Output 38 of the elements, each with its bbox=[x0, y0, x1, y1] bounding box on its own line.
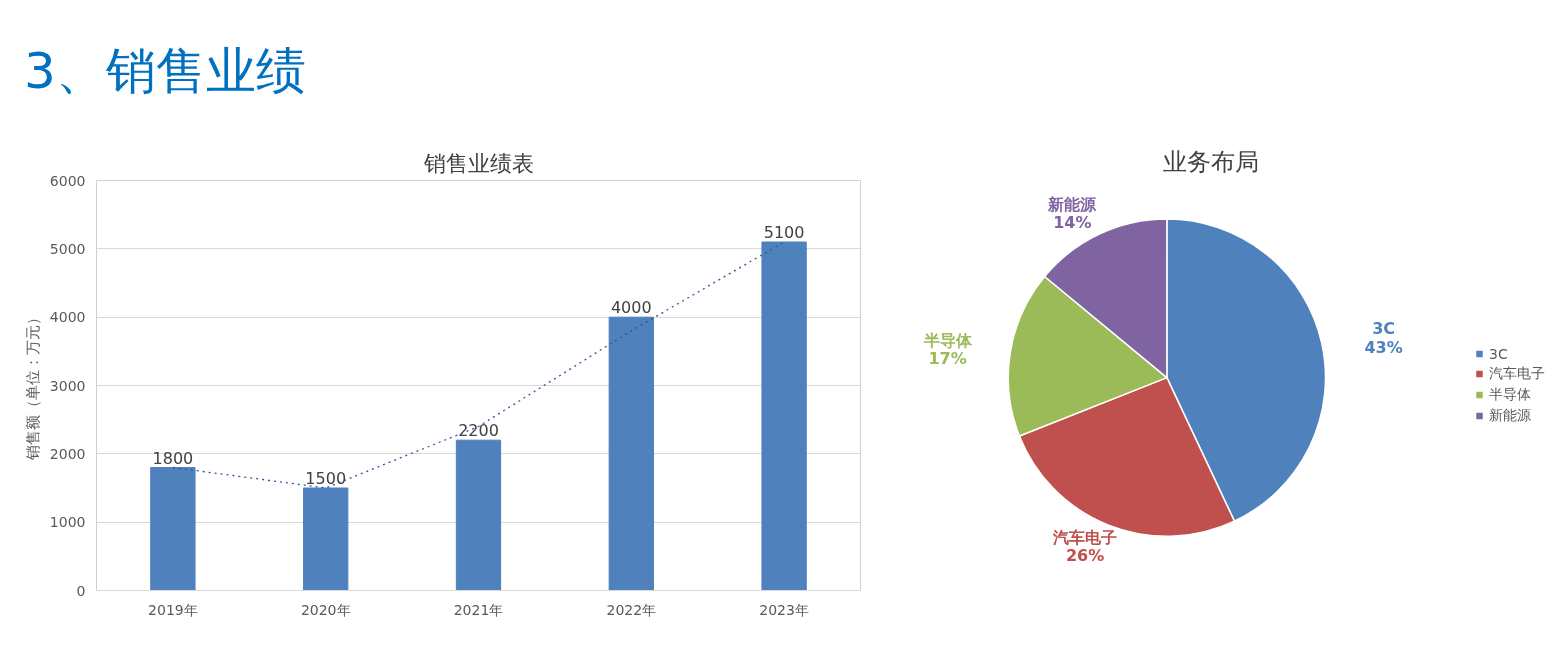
bar bbox=[303, 487, 349, 591]
chart-title: 业务布局 bbox=[1162, 147, 1259, 176]
data-label: 1500 bbox=[305, 469, 347, 488]
legend-label: 新能源 bbox=[1489, 406, 1531, 425]
y-tick-label: 2000 bbox=[49, 445, 86, 462]
bar bbox=[455, 439, 502, 591]
bar bbox=[608, 316, 654, 591]
y-tick-label: 5000 bbox=[49, 240, 86, 257]
x-tick-label: 2021年 bbox=[453, 601, 504, 618]
chart-title: 销售业绩表 bbox=[422, 150, 534, 176]
x-tick-label: 2023年 bbox=[759, 601, 809, 618]
data-label: 2200 bbox=[458, 421, 499, 441]
y-tick-label: 1000 bbox=[49, 514, 86, 531]
data-label: 43% bbox=[1364, 337, 1403, 357]
y-tick-label: 4000 bbox=[49, 309, 86, 326]
y-tick-label: 6000 bbox=[49, 172, 86, 189]
x-tick-label: 2022年 bbox=[606, 601, 657, 618]
x-tick-label: 2019年 bbox=[148, 601, 198, 618]
y-axis-title: 销售额（单位：万元） bbox=[23, 310, 42, 462]
bar bbox=[150, 467, 196, 591]
slice-label: 半导体 bbox=[922, 330, 973, 350]
slice-label: 新能源 bbox=[1047, 194, 1098, 214]
legend-label: 3C bbox=[1489, 345, 1509, 362]
data-label: 17% bbox=[928, 348, 967, 368]
slice-label: 汽车电子 bbox=[1052, 527, 1118, 547]
bar bbox=[761, 241, 807, 591]
data-label: 14% bbox=[1053, 213, 1092, 233]
data-label: 5100 bbox=[763, 223, 805, 242]
data-label: 26% bbox=[1065, 545, 1105, 565]
slice-label: 3C bbox=[1372, 319, 1396, 339]
legend-label: 汽车电子 bbox=[1489, 364, 1545, 383]
x-tick-label: 2020年 bbox=[300, 601, 351, 618]
y-tick-label: 3000 bbox=[49, 377, 86, 394]
data-label: 1800 bbox=[152, 448, 194, 468]
text: 3、销售业绩 bbox=[23, 41, 306, 100]
legend-label: 半导体 bbox=[1489, 385, 1531, 404]
data-label: 4000 bbox=[610, 298, 652, 318]
y-tick-label: 0 bbox=[76, 582, 86, 599]
